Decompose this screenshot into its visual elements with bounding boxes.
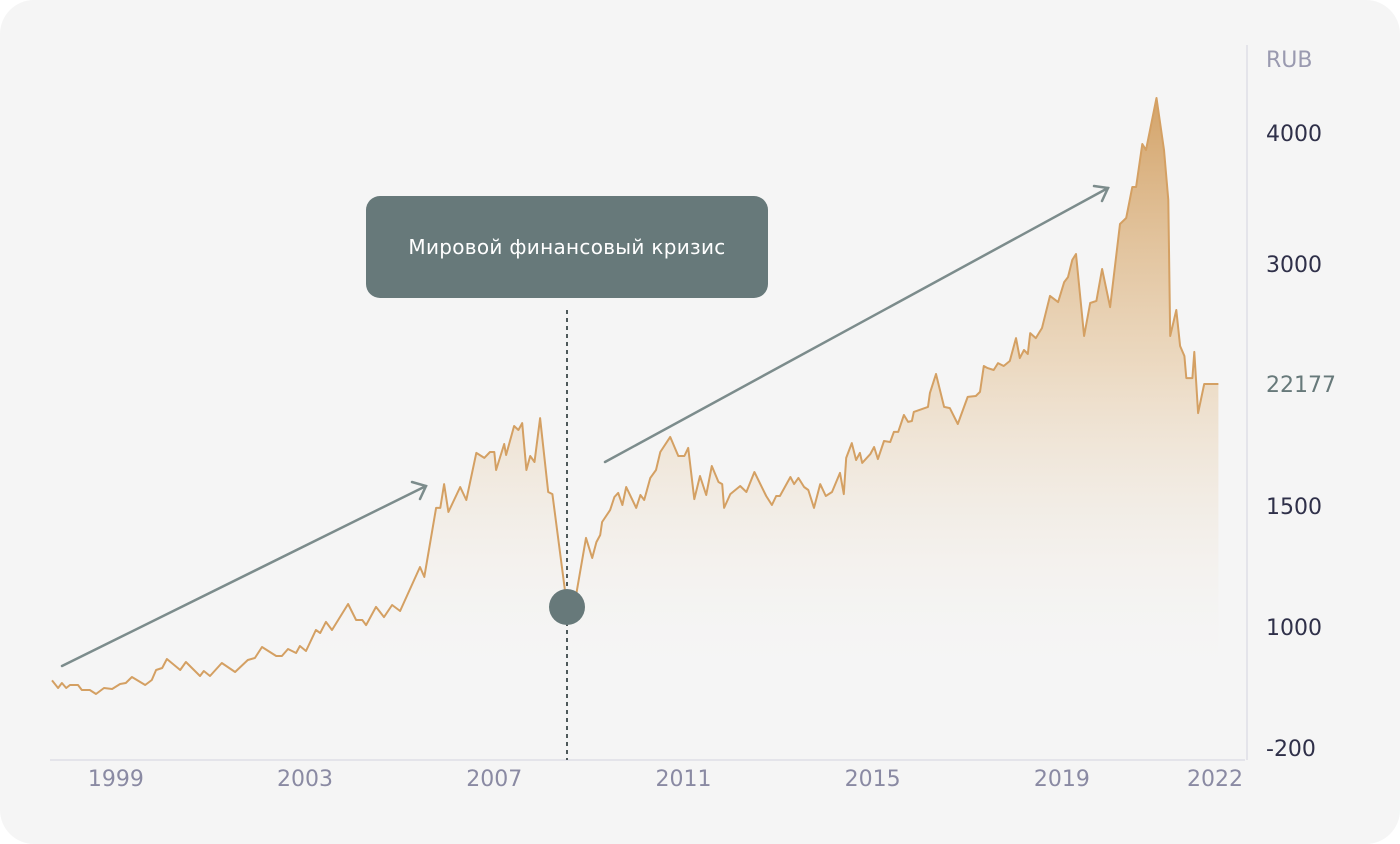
x-tick-label: 2007 xyxy=(466,767,522,792)
trend-arrow-1 xyxy=(60,480,428,668)
crisis-marker-dot[interactable] xyxy=(549,589,585,625)
y-axis-unit: RUB xyxy=(1266,48,1312,73)
trend-arrow-2 xyxy=(603,184,1110,464)
price-area xyxy=(52,98,1219,694)
y-tick-label: 1500 xyxy=(1266,495,1322,520)
x-tick-label: 2019 xyxy=(1034,767,1090,792)
annotation-label: Мировой финансовый кризис xyxy=(408,235,726,259)
y-tick-label: -200 xyxy=(1266,737,1316,762)
x-tick-label: 2011 xyxy=(655,767,711,792)
y-tick-label: 1000 xyxy=(1266,616,1322,641)
annotation-tooltip: Мировой финансовый кризис xyxy=(366,196,768,298)
x-tick-label: 2015 xyxy=(845,767,901,792)
x-tick-label: 2022 xyxy=(1187,767,1243,792)
y-tick-label: 3000 xyxy=(1266,253,1322,278)
current-value-label: 22177 xyxy=(1266,373,1336,398)
y-tick-label: 4000 xyxy=(1266,122,1322,147)
price-line xyxy=(51,97,1219,695)
x-tick-label: 1999 xyxy=(88,767,144,792)
x-tick-label: 2003 xyxy=(277,767,333,792)
